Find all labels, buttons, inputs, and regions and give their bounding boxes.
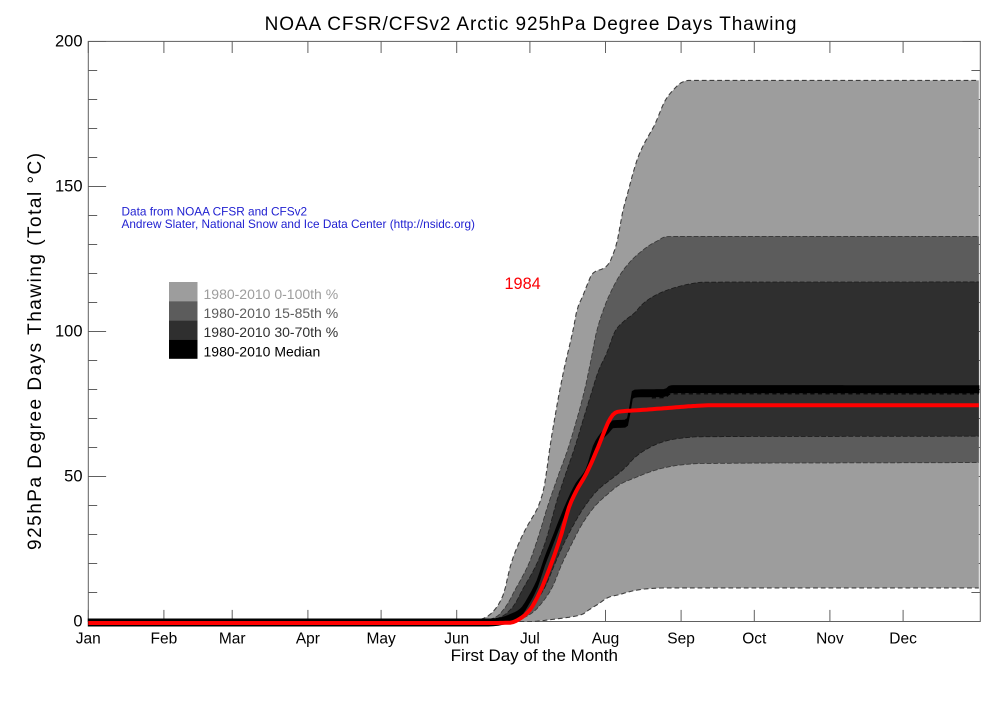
svg-text:1984: 1984 bbox=[505, 275, 541, 293]
svg-text:1980-2010 0-100th %: 1980-2010 0-100th % bbox=[204, 286, 339, 302]
svg-text:150: 150 bbox=[55, 178, 83, 196]
svg-text:Oct: Oct bbox=[742, 631, 767, 648]
svg-text:NOAA CFSR/CFSv2 Arctic 925hPa: NOAA CFSR/CFSv2 Arctic 925hPa Degree Day… bbox=[265, 14, 798, 35]
svg-text:925hPa Degree Days Thawing (To: 925hPa Degree Days Thawing (Total °C) bbox=[25, 151, 46, 550]
svg-text:100: 100 bbox=[55, 323, 83, 341]
svg-text:1980-2010 Median: 1980-2010 Median bbox=[204, 343, 321, 359]
svg-text:First Day of the Month: First Day of the Month bbox=[451, 646, 618, 665]
svg-text:Feb: Feb bbox=[151, 631, 178, 648]
svg-text:Apr: Apr bbox=[296, 631, 320, 648]
svg-text:Nov: Nov bbox=[816, 631, 844, 648]
svg-text:Jul: Jul bbox=[520, 631, 540, 648]
svg-text:Jan: Jan bbox=[76, 631, 101, 648]
svg-text:May: May bbox=[366, 631, 396, 648]
svg-text:0: 0 bbox=[73, 613, 82, 631]
svg-text:1980-2010 15-85th %: 1980-2010 15-85th % bbox=[204, 305, 339, 321]
svg-text:50: 50 bbox=[64, 468, 82, 486]
svg-text:Jun: Jun bbox=[444, 631, 469, 648]
svg-text:Aug: Aug bbox=[592, 631, 620, 648]
svg-text:200: 200 bbox=[55, 33, 83, 51]
svg-text:Mar: Mar bbox=[219, 631, 246, 648]
svg-text:Sep: Sep bbox=[667, 631, 695, 648]
svg-text:Dec: Dec bbox=[889, 631, 917, 648]
svg-text:1980-2010 30-70th %: 1980-2010 30-70th % bbox=[204, 324, 339, 340]
svg-text:Data from NOAA CFSR and CFSv2: Data from NOAA CFSR and CFSv2 bbox=[122, 205, 308, 219]
svg-text:Andrew Slater, National Snow a: Andrew Slater, National Snow and Ice Dat… bbox=[122, 217, 476, 231]
